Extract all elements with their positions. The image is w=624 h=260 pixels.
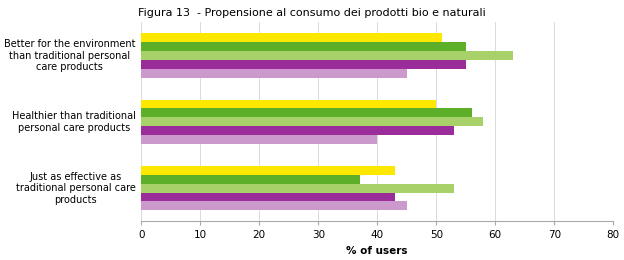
Bar bbox=[141, 51, 513, 60]
Bar bbox=[141, 184, 454, 193]
Bar bbox=[141, 42, 466, 51]
Bar bbox=[141, 175, 359, 184]
Bar bbox=[141, 33, 442, 42]
Bar bbox=[141, 126, 454, 135]
Bar bbox=[141, 135, 378, 144]
Bar bbox=[141, 193, 395, 202]
Bar bbox=[141, 166, 395, 175]
Bar bbox=[141, 100, 436, 108]
Bar bbox=[141, 69, 407, 78]
Bar bbox=[141, 60, 466, 69]
Text: Figura 13  - Propensione al consumo dei prodotti bio e naturali: Figura 13 - Propensione al consumo dei p… bbox=[138, 8, 486, 18]
X-axis label: % of users: % of users bbox=[346, 246, 408, 256]
Bar bbox=[141, 108, 472, 117]
Bar bbox=[141, 117, 484, 126]
Bar bbox=[141, 202, 407, 210]
